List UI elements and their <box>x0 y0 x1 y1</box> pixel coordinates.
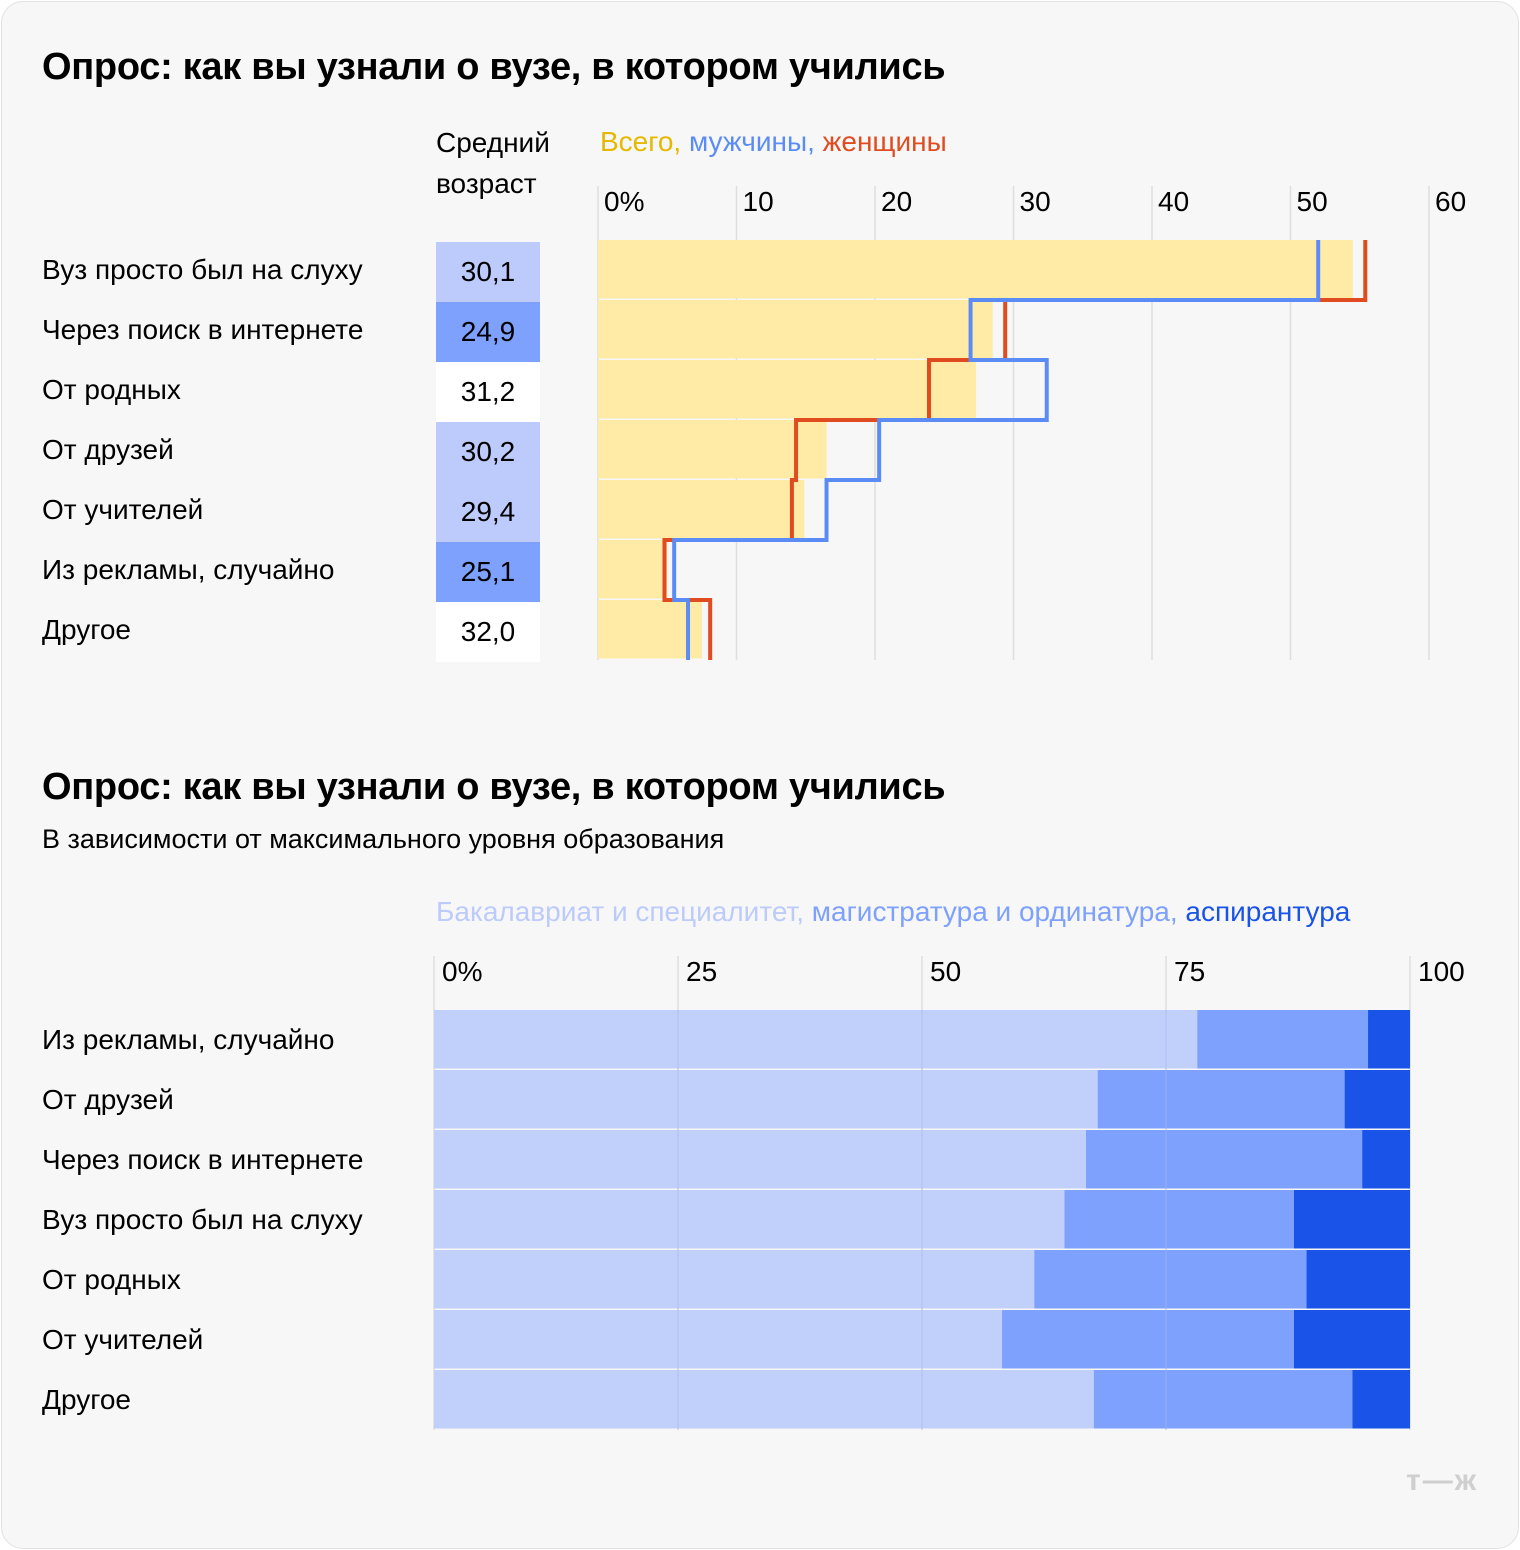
average-age-cell: 24,9 <box>436 302 540 362</box>
average-age-cell: 25,1 <box>436 542 540 602</box>
chart1-row-label: Вуз просто был на слуху <box>42 254 363 285</box>
chart2-tick-label: 25 <box>686 956 718 987</box>
age-header-line2: возраст <box>436 168 537 199</box>
legend-men: мужчины, <box>688 126 815 157</box>
average-age-cell: 30,1 <box>436 242 540 302</box>
total-bar <box>598 420 827 479</box>
stacked-bar-segment <box>1293 1190 1410 1249</box>
stacked-bar-segment <box>1306 1250 1410 1309</box>
stacked-bar-segment <box>434 1370 1094 1429</box>
chart1-row-label: Через поиск в интернете <box>42 314 364 345</box>
age-header-line1: Средний <box>436 127 550 158</box>
legend-phd: аспирантура <box>1185 896 1351 927</box>
chart1-row-label: От друзей <box>42 434 174 465</box>
chart1-tick-label: 50 <box>1296 186 1328 217</box>
average-age-cell: 29,4 <box>436 482 540 542</box>
stacked-bar-segment <box>1344 1070 1410 1129</box>
stacked-bar-segment <box>434 1070 1098 1129</box>
stacked-bar-segment <box>1352 1370 1410 1429</box>
chart2-row-label: Через поиск в интернете <box>42 1144 364 1175</box>
chart1-tick-label: 0% <box>604 186 645 217</box>
total-bar <box>598 300 993 359</box>
stacked-bar-segment <box>434 1010 1198 1069</box>
chart2-legend: Бакалавриат и специалитет, магистратура … <box>436 896 1350 928</box>
legend-bachelor: Бакалавриат и специалитет, <box>436 896 804 927</box>
stacked-bar-segment <box>1085 1130 1363 1189</box>
stacked-bar-segment <box>1064 1190 1294 1249</box>
average-age-cell: 32,0 <box>436 602 540 662</box>
legend-master: магистратура и ординатура, <box>811 896 1178 927</box>
chart2-tick-label: 50 <box>930 956 962 987</box>
legend-total: Всего, <box>600 126 682 157</box>
chart1-title: Опрос: как вы узнали о вузе, в котором у… <box>42 46 946 88</box>
total-bar <box>598 360 977 419</box>
chart1-row-label: Другое <box>42 614 131 645</box>
stacked-bar-segment <box>1097 1070 1345 1129</box>
chart1-row-label: От учителей <box>42 494 204 525</box>
stacked-bar-segment <box>1093 1370 1353 1429</box>
stacked-bar-segment <box>1034 1250 1307 1309</box>
stacked-bar-segment <box>1293 1310 1410 1369</box>
chart2-row-label: Другое <box>42 1384 131 1415</box>
chart2-row-label: Из рекламы, случайно <box>42 1024 335 1055</box>
stacked-bar-segment <box>434 1190 1065 1249</box>
chart2-tick-label: 100 <box>1418 956 1465 987</box>
chart1-legend: Всего, мужчины, женщины <box>600 126 947 158</box>
total-bar <box>598 240 1353 299</box>
chart2-row-label: От друзей <box>42 1084 174 1115</box>
chart1-row-label: От родных <box>42 374 181 405</box>
total-bar <box>598 480 805 539</box>
chart1-tick-label: 30 <box>1019 186 1051 217</box>
chart2-tick-label: 75 <box>1174 956 1206 987</box>
chart2-row-label: От учителей <box>42 1324 204 1355</box>
chart1-tick-label: 40 <box>1158 186 1190 217</box>
legend-women: женщины <box>822 126 947 157</box>
chart2-tick-label: 0% <box>442 956 483 987</box>
stacked-bar-segment <box>1368 1010 1410 1069</box>
chart2-subtitle: В зависимости от максимального уровня об… <box>42 824 725 854</box>
chart1-tick-label: 10 <box>742 186 774 217</box>
stacked-bar-segment <box>434 1130 1086 1189</box>
men-step-line <box>672 240 1321 660</box>
chart1-tick-label: 20 <box>881 186 913 217</box>
average-age-cell: 31,2 <box>436 362 540 422</box>
average-age-cell: 30,2 <box>436 422 540 482</box>
chart2-title: Опрос: как вы узнали о вузе, в котором у… <box>42 766 946 808</box>
stacked-bar-segment <box>434 1250 1035 1309</box>
women-step-line <box>662 240 1368 660</box>
stacked-bar-segment <box>1002 1310 1294 1369</box>
total-bar <box>598 600 702 659</box>
stacked-bar-segment <box>1197 1010 1369 1069</box>
chart1-tick-label: 60 <box>1435 186 1467 217</box>
brand-logo: т—ж <box>1406 1464 1478 1497</box>
chart2-row-label: Вуз просто был на слуху <box>42 1204 363 1235</box>
age-column-header: Средний возраст <box>436 122 550 204</box>
chart2-row-label: От родных <box>42 1264 181 1295</box>
stacked-bar-segment <box>434 1310 1003 1369</box>
stacked-bar-segment <box>1362 1130 1410 1189</box>
total-bar <box>598 540 668 599</box>
chart1-row-label: Из рекламы, случайно <box>42 554 335 585</box>
